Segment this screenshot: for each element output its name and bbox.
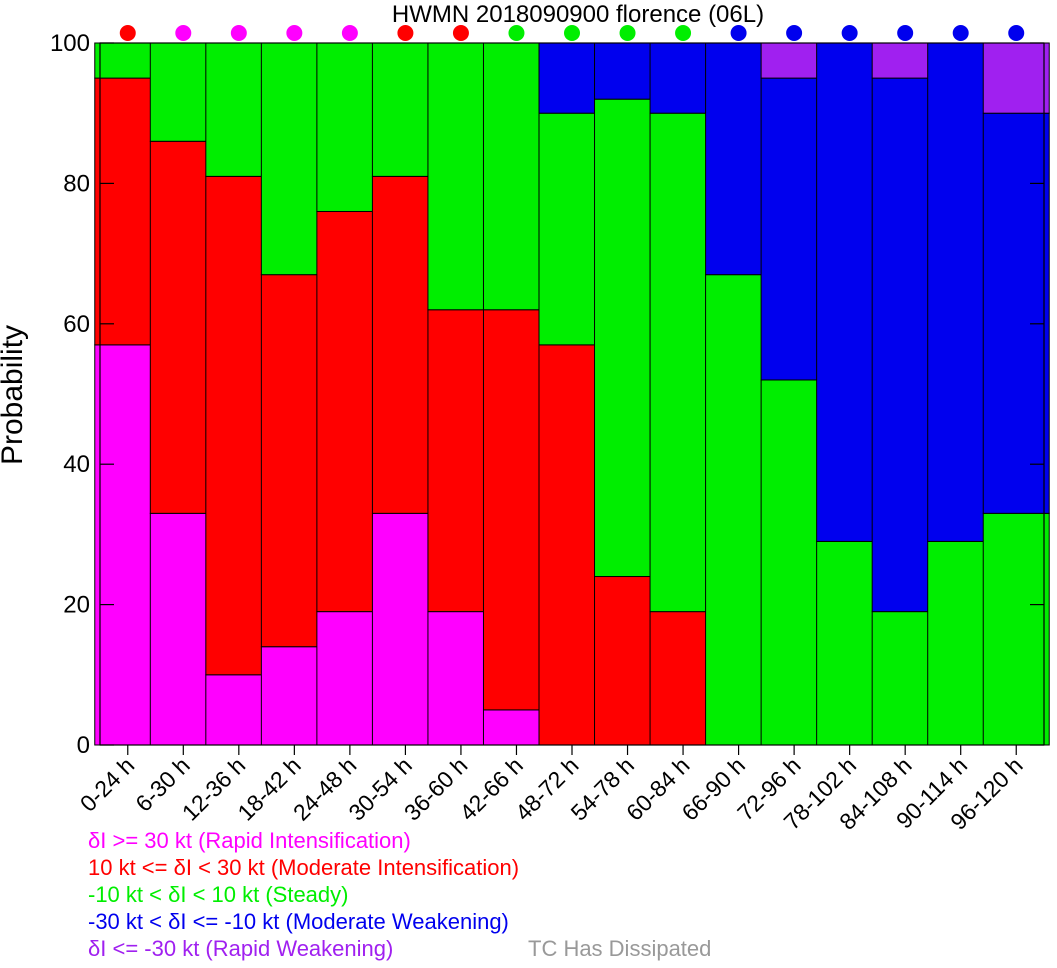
y-tick-label: 40 xyxy=(63,451,90,478)
top-marker xyxy=(119,25,136,41)
x-tick-label: 0-24 h xyxy=(75,752,140,817)
x-ticks-group: 0-24 h6-30 h12-36 h18-42 h24-48 h30-54 h… xyxy=(75,745,1028,835)
y-tick-label: 60 xyxy=(63,311,90,338)
top-marker xyxy=(730,25,747,41)
bar-segment xyxy=(205,175,273,676)
top-markers-group xyxy=(119,25,1025,41)
bar-segment xyxy=(316,611,384,746)
bar-segment xyxy=(927,42,995,542)
top-marker xyxy=(952,25,969,41)
top-marker xyxy=(286,25,303,41)
legend-entry: 10 kt <= δI < 30 kt (Moderate Intensific… xyxy=(88,855,520,880)
y-tick-label: 100 xyxy=(50,30,90,57)
top-marker xyxy=(786,25,803,41)
top-marker xyxy=(175,25,192,41)
legend-entry: δI <= -30 kt (Rapid Weakening) xyxy=(88,936,394,961)
bar-segment xyxy=(982,112,1050,514)
y-tick-label: 20 xyxy=(63,592,90,619)
legend-entry: δI >= 30 kt (Rapid Intensification) xyxy=(88,828,411,853)
bar-segment xyxy=(760,42,828,79)
top-marker xyxy=(230,25,247,41)
bar-segment xyxy=(982,512,1050,746)
top-marker xyxy=(1008,25,1025,41)
bar-segment xyxy=(371,175,439,514)
bar-segment xyxy=(149,140,217,514)
legend-entry: -30 kt < δI <= -10 kt (Moderate Weakenin… xyxy=(88,909,509,934)
chart-title: HWMN 2018090900 florence (06L) xyxy=(392,1,764,28)
top-marker xyxy=(841,25,858,41)
top-marker xyxy=(564,25,580,41)
y-axis-label: Probability xyxy=(0,325,29,465)
bar-segment xyxy=(371,512,439,746)
y-tick-label: 0 xyxy=(77,732,90,759)
bars-group xyxy=(94,42,1050,746)
bar-segment xyxy=(260,42,328,276)
bar-segment xyxy=(760,379,828,746)
top-marker xyxy=(452,25,469,41)
bar-segment xyxy=(816,42,884,542)
bar-segment xyxy=(149,512,217,746)
plot-frame xyxy=(99,42,1045,746)
bar-segment xyxy=(94,77,162,346)
top-marker xyxy=(508,25,525,41)
top-marker xyxy=(897,25,914,41)
bar-segment xyxy=(427,42,495,311)
legend-dissipated: TC Has Dissipated xyxy=(528,936,712,961)
legend-entry: -10 kt < δI < 10 kt (Steady) xyxy=(88,882,349,907)
top-marker xyxy=(397,25,414,41)
top-marker xyxy=(341,25,358,41)
bar-segment xyxy=(705,42,773,276)
bar-segment xyxy=(371,42,439,177)
bar-segment xyxy=(149,42,217,142)
bar-segment xyxy=(871,77,939,613)
bar-segment xyxy=(982,42,1050,114)
top-marker xyxy=(675,25,692,41)
bar-segment xyxy=(760,77,828,381)
top-marker xyxy=(619,25,636,41)
bar-segment xyxy=(427,309,495,613)
bar-segment xyxy=(538,42,606,114)
bar-segment xyxy=(316,42,384,212)
bar-segment xyxy=(482,309,550,711)
bar-segment xyxy=(538,344,606,746)
bar-segment xyxy=(594,98,662,578)
y-tick-label: 80 xyxy=(63,170,90,197)
bar-segment xyxy=(427,611,495,746)
bar-segment xyxy=(594,576,662,746)
bar-segment xyxy=(205,42,273,177)
bar-segment xyxy=(94,344,162,746)
bar-segment xyxy=(260,646,328,746)
